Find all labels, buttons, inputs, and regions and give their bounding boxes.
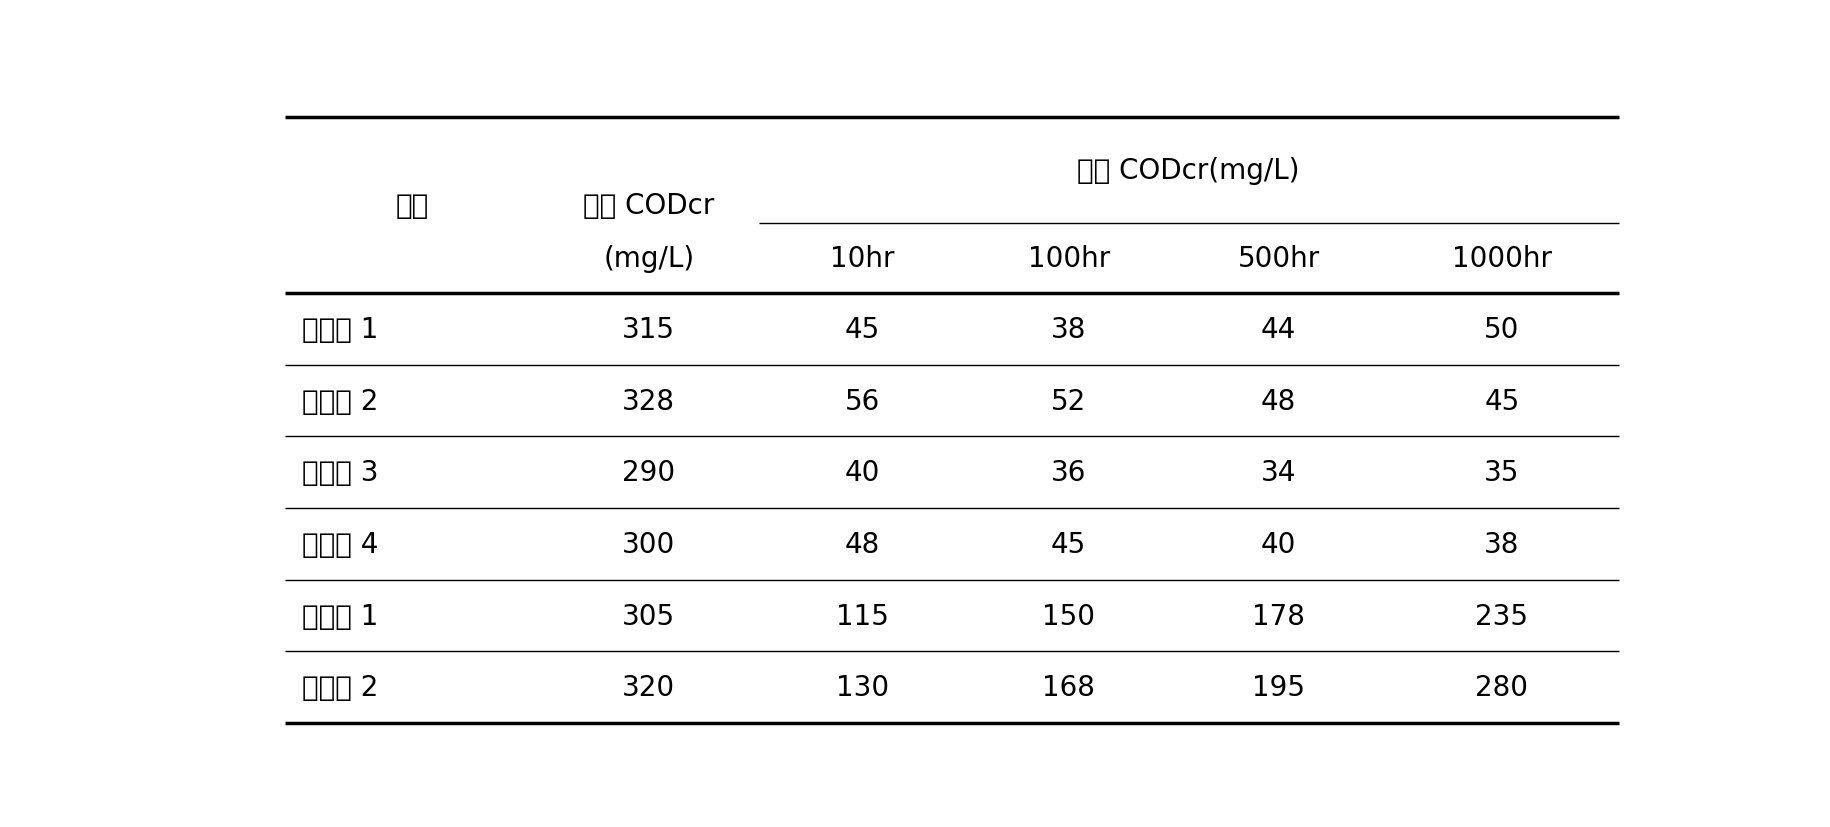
Text: 52: 52 bbox=[1050, 387, 1087, 415]
Text: 150: 150 bbox=[1043, 602, 1094, 630]
Text: 300: 300 bbox=[622, 530, 675, 558]
Text: 328: 328 bbox=[622, 387, 675, 415]
Text: 项目: 项目 bbox=[395, 192, 428, 220]
Text: 115: 115 bbox=[836, 602, 889, 630]
Text: 48: 48 bbox=[1261, 387, 1296, 415]
Text: 实施例 1: 实施例 1 bbox=[302, 316, 379, 343]
Text: 48: 48 bbox=[844, 530, 880, 558]
Text: 36: 36 bbox=[1050, 459, 1087, 487]
Text: 45: 45 bbox=[1484, 387, 1519, 415]
Text: 100hr: 100hr bbox=[1028, 245, 1109, 273]
Text: 10hr: 10hr bbox=[829, 245, 895, 273]
Text: 比较例 1: 比较例 1 bbox=[302, 602, 379, 630]
Text: 320: 320 bbox=[622, 673, 675, 701]
Text: 38: 38 bbox=[1484, 530, 1519, 558]
Text: 305: 305 bbox=[622, 602, 675, 630]
Text: 315: 315 bbox=[622, 316, 675, 343]
Text: 38: 38 bbox=[1050, 316, 1087, 343]
Text: 45: 45 bbox=[1050, 530, 1087, 558]
Text: 实施例 3: 实施例 3 bbox=[302, 459, 379, 487]
Text: 1000hr: 1000hr bbox=[1451, 245, 1552, 273]
Text: 40: 40 bbox=[1261, 530, 1296, 558]
Text: 实施例 2: 实施例 2 bbox=[302, 387, 379, 415]
Text: 130: 130 bbox=[836, 673, 889, 701]
Text: 290: 290 bbox=[622, 459, 675, 487]
Text: 35: 35 bbox=[1484, 459, 1519, 487]
Text: 45: 45 bbox=[844, 316, 880, 343]
Text: 40: 40 bbox=[844, 459, 880, 487]
Text: 进口 CODcr: 进口 CODcr bbox=[584, 192, 714, 220]
Text: 56: 56 bbox=[844, 387, 880, 415]
Text: 比较例 2: 比较例 2 bbox=[302, 673, 379, 701]
Text: 出口 CODcr(mg/L): 出口 CODcr(mg/L) bbox=[1078, 157, 1299, 185]
Text: 44: 44 bbox=[1261, 316, 1296, 343]
Text: 实施例 4: 实施例 4 bbox=[302, 530, 379, 558]
Text: (mg/L): (mg/L) bbox=[604, 245, 694, 273]
Text: 178: 178 bbox=[1252, 602, 1305, 630]
Text: 50: 50 bbox=[1484, 316, 1519, 343]
Text: 195: 195 bbox=[1252, 673, 1305, 701]
Text: 34: 34 bbox=[1261, 459, 1296, 487]
Text: 235: 235 bbox=[1475, 602, 1528, 630]
Text: 500hr: 500hr bbox=[1237, 245, 1319, 273]
Text: 280: 280 bbox=[1475, 673, 1528, 701]
Text: 168: 168 bbox=[1043, 673, 1094, 701]
